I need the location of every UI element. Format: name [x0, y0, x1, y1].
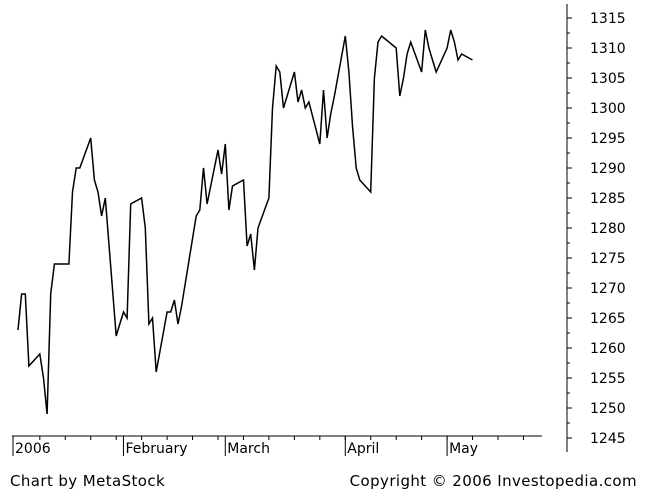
y-tick-label-1260: 1260 [590, 341, 626, 357]
x-tick-label-may: May [449, 441, 478, 457]
y-tick-label-1310: 1310 [590, 41, 626, 57]
x-tick-label-february: February [125, 441, 187, 457]
price-series-line [17, 29, 473, 415]
y-tick-label-1250: 1250 [590, 401, 626, 417]
y-tick-label-1300: 1300 [590, 101, 626, 117]
y-tick-label-1270: 1270 [590, 281, 626, 297]
y-tick-label-1255: 1255 [590, 371, 626, 387]
y-tick-label-1265: 1265 [590, 311, 626, 327]
x-tick-label-april: April [347, 441, 379, 457]
y-tick-label-1305: 1305 [590, 71, 626, 87]
y-tick-label-1295: 1295 [590, 131, 626, 147]
x-tick-label-march: March [227, 441, 270, 457]
x-axis: 2006 February March April May [12, 435, 542, 457]
y-tick-label-1275: 1275 [590, 251, 626, 267]
y-tick-label-1245: 1245 [590, 431, 626, 447]
y-axis: 1245 1250 1255 1260 1265 1270 1275 1280 1285 1290… [566, 4, 626, 452]
y-tick-label-1285: 1285 [590, 191, 626, 207]
y-tick-label-1280: 1280 [590, 221, 626, 237]
plot-area [17, 29, 473, 415]
y-tick-label-1315: 1315 [590, 11, 626, 27]
chart-credit: Chart by MetaStock [10, 472, 166, 490]
x-tick-label-2006: 2006 [15, 441, 51, 457]
copyright-notice: Copyright © 2006 Investopedia.com [349, 472, 637, 490]
y-tick-label-1290: 1290 [590, 161, 626, 177]
